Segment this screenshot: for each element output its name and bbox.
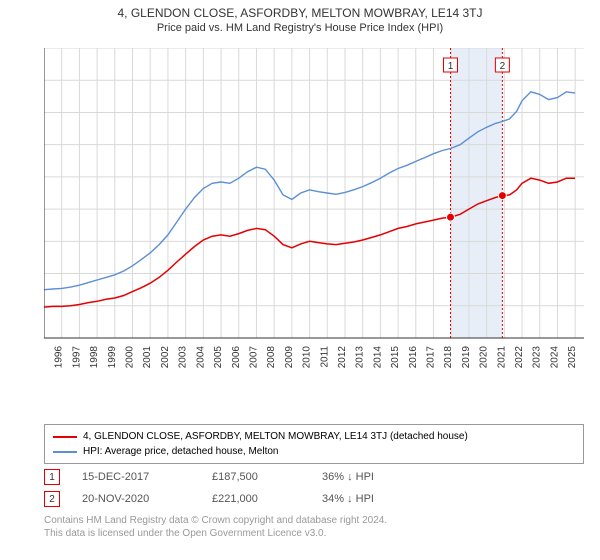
footer-line-2: This data is licensed under the Open Gov…: [44, 527, 387, 540]
legend-label: HPI: Average price, detached house, Melt…: [83, 444, 279, 459]
svg-text:2008: 2008: [266, 346, 277, 369]
svg-text:2009: 2009: [284, 346, 295, 369]
svg-text:2010: 2010: [302, 346, 313, 369]
svg-text:1998: 1998: [89, 346, 100, 369]
legend-label: 4, GLENDON CLOSE, ASFORDBY, MELTON MOWBR…: [83, 429, 468, 444]
svg-text:2025: 2025: [567, 346, 578, 369]
svg-text:2014: 2014: [372, 346, 383, 369]
svg-text:2005: 2005: [213, 346, 224, 369]
sales-table: 1 15-DEC-2017£187,50036% ↓ HPI 2 20-NOV-202…: [44, 466, 442, 510]
svg-text:2022: 2022: [514, 346, 525, 369]
page-title: 4, GLENDON CLOSE, ASFORDBY, MELTON MOWBR…: [0, 6, 600, 20]
sale-date: 20-NOV-2020: [82, 493, 212, 505]
page-subtitle: Price paid vs. HM Land Registry's House …: [0, 22, 600, 34]
footer-line-1: Contains HM Land Registry data © Crown c…: [44, 514, 387, 527]
svg-text:2006: 2006: [231, 346, 242, 369]
svg-text:1: 1: [448, 61, 454, 72]
svg-text:2003: 2003: [178, 346, 189, 369]
svg-text:1995: 1995: [44, 346, 47, 369]
svg-text:2: 2: [500, 61, 506, 72]
legend-item: 4, GLENDON CLOSE, ASFORDBY, MELTON MOWBR…: [53, 429, 575, 444]
svg-text:1997: 1997: [71, 346, 82, 369]
svg-text:2020: 2020: [479, 346, 490, 369]
svg-text:2018: 2018: [443, 346, 454, 369]
svg-text:2023: 2023: [532, 346, 543, 369]
svg-text:2012: 2012: [337, 346, 348, 369]
svg-text:1996: 1996: [54, 346, 65, 369]
svg-text:2015: 2015: [390, 346, 401, 369]
svg-text:2007: 2007: [248, 346, 259, 369]
footer-attribution: Contains HM Land Registry data © Crown c…: [44, 514, 387, 540]
svg-text:2013: 2013: [355, 346, 366, 369]
sale-row: 2 20-NOV-2020£221,00034% ↓ HPI: [44, 488, 442, 510]
svg-text:2004: 2004: [195, 346, 206, 369]
legend-swatch: [53, 451, 77, 453]
sale-price: £221,000: [212, 493, 322, 505]
price-chart: £0£50K£100K£150K£200K£250K£300K£350K£400…: [44, 48, 584, 378]
legend-swatch: [53, 436, 77, 438]
svg-text:2024: 2024: [549, 346, 560, 369]
sale-marker: 2: [44, 491, 60, 507]
sale-marker: 1: [44, 469, 60, 485]
svg-text:2019: 2019: [461, 346, 472, 369]
sale-date: 15-DEC-2017: [82, 471, 212, 483]
legend: 4, GLENDON CLOSE, ASFORDBY, MELTON MOWBR…: [44, 424, 584, 464]
sale-delta: 34% ↓ HPI: [322, 493, 442, 505]
sale-delta: 36% ↓ HPI: [322, 471, 442, 483]
svg-text:2021: 2021: [496, 346, 507, 369]
svg-text:2000: 2000: [125, 346, 136, 369]
svg-text:1999: 1999: [107, 346, 118, 369]
svg-text:2016: 2016: [408, 346, 419, 369]
svg-text:2017: 2017: [426, 346, 437, 369]
legend-item: HPI: Average price, detached house, Melt…: [53, 444, 575, 459]
sale-row: 1 15-DEC-2017£187,50036% ↓ HPI: [44, 466, 442, 488]
sale-price: £187,500: [212, 471, 322, 483]
svg-text:2002: 2002: [160, 346, 171, 369]
svg-text:2011: 2011: [319, 346, 330, 368]
svg-text:2001: 2001: [142, 346, 153, 369]
